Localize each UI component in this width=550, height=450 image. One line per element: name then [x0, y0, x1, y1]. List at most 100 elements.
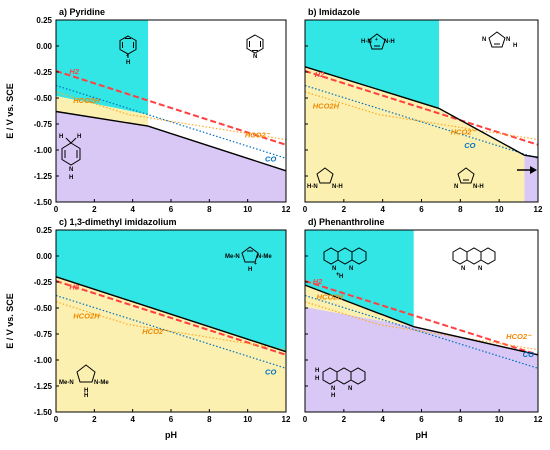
- y-tick-label: -0.50: [34, 94, 53, 103]
- svg-text:N: N: [69, 167, 73, 173]
- svg-text:H: H: [331, 393, 335, 399]
- series-label: CO: [265, 368, 276, 377]
- region-dimethylimidazolium: [56, 230, 286, 352]
- series-label: CO: [265, 154, 276, 163]
- series-label: HCO2H: [313, 101, 340, 110]
- x-tick-label: 0: [303, 205, 308, 214]
- panel-title: a) Pyridine: [59, 7, 105, 17]
- series-label: H2: [69, 67, 79, 76]
- svg-text:N: N: [331, 386, 335, 392]
- region-reduced-yellow: [56, 276, 286, 412]
- series-hco2h-line: [55, 91, 287, 141]
- series-label: H2: [69, 282, 79, 291]
- y-tick-label: -1.50: [34, 198, 53, 207]
- x-axis-label: pH: [416, 430, 428, 440]
- svg-text:N-Me: N-Me: [94, 380, 109, 386]
- svg-text:H: H: [77, 134, 81, 140]
- svg-text:+: +: [254, 261, 257, 267]
- x-tick-label: 4: [130, 415, 135, 424]
- y-tick-label: -1.00: [34, 146, 53, 155]
- series-h2-line: [55, 70, 287, 146]
- pyridinium-structure: H +: [119, 35, 137, 66]
- svg-text:Me-N: Me-N: [225, 254, 240, 260]
- x-tick-label: 4: [130, 205, 135, 214]
- svg-text:N: N: [461, 266, 465, 272]
- region-dihydrophenanthroline: [305, 307, 538, 412]
- y-tick-label: 0.25: [36, 16, 52, 25]
- series-label: H2: [313, 277, 323, 286]
- svg-text:H-N: H-N: [307, 184, 318, 190]
- svg-text:N-H: N-H: [473, 184, 484, 190]
- region-imidazolium: [305, 20, 439, 109]
- svg-text:N: N: [349, 266, 353, 272]
- series-label: H2: [315, 70, 325, 79]
- region-pyridinium: [56, 20, 148, 127]
- series-label: HCO2H: [317, 293, 344, 302]
- imidazole-structure: N N H: [482, 31, 517, 49]
- y-tick-label: -0.25: [34, 278, 53, 287]
- svg-text:N: N: [253, 54, 257, 60]
- y-tick-label: -1.00: [34, 356, 53, 365]
- x-tick-label: 4: [380, 205, 385, 214]
- series-boundary-line: [304, 66, 539, 158]
- dihydropyridine-structure: H H N H: [59, 134, 81, 181]
- region-HCOOH-yellow: [56, 95, 148, 127]
- y-tick-label: -1.25: [34, 382, 53, 391]
- x-axis-label: pH: [165, 430, 177, 440]
- series-label: HCO2⁻: [245, 131, 271, 140]
- svg-text:N-H: N-H: [384, 39, 395, 45]
- panel-2: 0 2 4 6 8 10 12 0.25 0.00 -0.25 -0.50 -0.75 -1.00 -1.…: [5, 217, 291, 440]
- x-tick-label: 10: [243, 415, 252, 424]
- series-h2-line: [55, 280, 287, 356]
- svg-text:N: N: [506, 37, 510, 43]
- x-tick-label: 10: [495, 415, 504, 424]
- svg-text:N-Me: N-Me: [257, 254, 272, 260]
- svg-text:H: H: [315, 368, 319, 374]
- svg-text:H: H: [84, 388, 88, 394]
- svg-text:H: H: [339, 274, 343, 280]
- series-label: HCO2H: [73, 311, 100, 320]
- series-hco2h-line: [55, 301, 287, 351]
- svg-text:H-N: H-N: [361, 39, 372, 45]
- imidazoline-structure-2: N N-H: [454, 167, 484, 190]
- svg-text:H: H: [513, 43, 517, 49]
- dimethylimidazolium-structure: Me-N N-Me H +: [225, 246, 272, 273]
- x-tick-label: 8: [207, 415, 212, 424]
- pyridine-structure: N: [246, 34, 264, 60]
- region-imidazoline-yellow: [305, 66, 525, 202]
- imidazolium-structure: H-N N-H +: [361, 33, 395, 50]
- svg-text:H: H: [248, 267, 252, 273]
- x-tick-label: 8: [458, 415, 463, 424]
- x-tick-label: 8: [207, 205, 212, 214]
- y-tick-label: -1.50: [34, 408, 53, 417]
- series-h2-line: [304, 70, 539, 146]
- y-tick-label: 0.00: [36, 252, 52, 261]
- svg-text:+: +: [375, 37, 378, 43]
- svg-text:Me-N: Me-N: [59, 380, 74, 386]
- series-boundary-line: [55, 276, 287, 353]
- x-tick-label: 12: [282, 205, 291, 214]
- series-h2-line: [304, 280, 539, 356]
- x-tick-label: 8: [458, 205, 463, 214]
- svg-text:N: N: [454, 184, 458, 190]
- panel-title: b) Imidazole: [308, 7, 360, 17]
- svg-text:N-H: N-H: [332, 184, 343, 190]
- x-tick-label: 2: [92, 415, 97, 424]
- series-label: HCO2⁻: [142, 327, 168, 336]
- series-hco2h-line: [304, 301, 539, 351]
- x-tick-label: 6: [419, 205, 424, 214]
- x-tick-label: 0: [303, 415, 308, 424]
- y-axis-label: E / V vs. SCE: [5, 83, 15, 139]
- svg-text:+: +: [126, 53, 129, 59]
- series-label: CO: [464, 141, 475, 150]
- svg-text:H: H: [59, 134, 63, 140]
- panel-title: c) 1,3-dimethyl imidazolium: [59, 217, 177, 227]
- panel-0: 0 2 4 6 8 10 12 0.25 0.00 -0.25 -0.50 -0.75 -1.00 -1.…: [5, 7, 291, 214]
- right-arrow-icon: [517, 166, 537, 174]
- x-tick-label: 2: [92, 205, 97, 214]
- panel-1: 0 2 4 6 8 10 12 b) Imidazole H2 HCO2H HCO2⁻ CO: [303, 7, 543, 214]
- svg-text:+: +: [336, 272, 340, 278]
- svg-text:N: N: [332, 266, 336, 272]
- phenanthrolinium-structure: N N + H: [323, 247, 367, 280]
